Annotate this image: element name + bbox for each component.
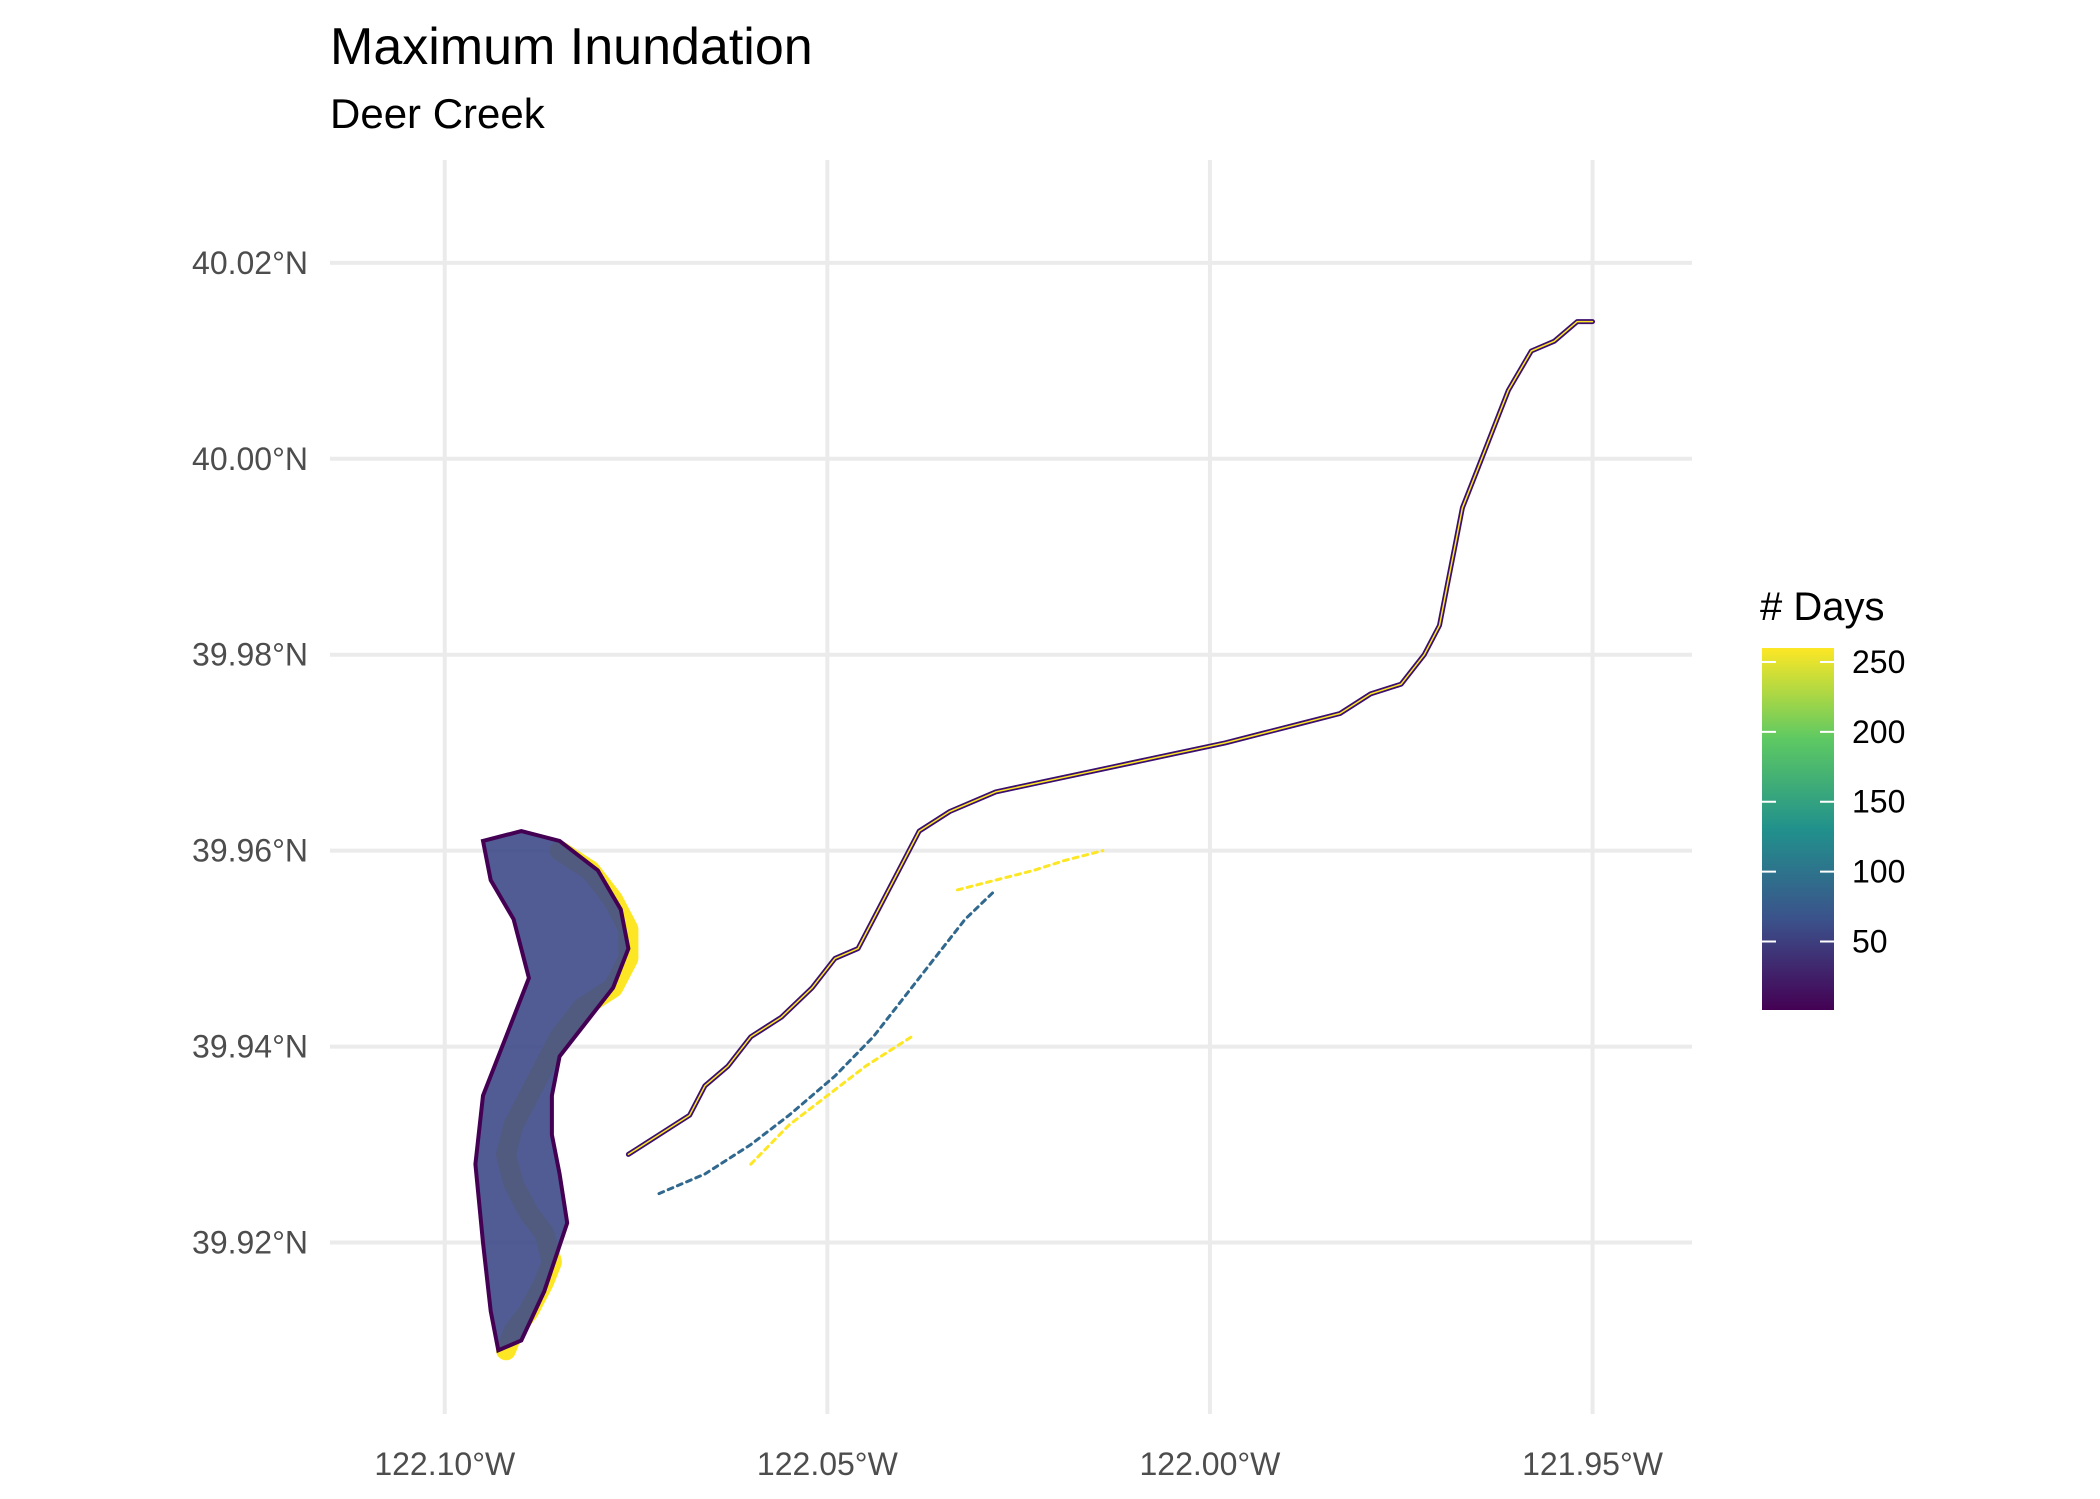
y-tick-label-6: 39.92°N [192,1225,308,1261]
y-tick-label-3: 39.98°N [192,637,308,673]
inundation-layer [473,319,1595,1361]
page-subtitle: Deer Creek [330,90,546,137]
x-tick-label-4: 121.95°W [1522,1446,1664,1482]
yellow-channel-north [955,849,1105,892]
y-tick-label-5: 39.94°N [192,1029,308,1065]
legend-label-250: 250 [1852,644,1905,680]
legend-ticks: 50 100 150 200 250 [1762,644,1905,960]
legend-title: # Days [1760,585,1885,629]
x-tick-label-1: 122.10°W [374,1446,516,1482]
y-tick-label-2: 40.00°N [192,441,308,477]
map-panel: 122.10°W 122.05°W 122.00°W 121.95°W 40.02°N 4… [192,160,1692,1482]
floodplain-fill [473,829,631,1354]
x-tick-label-2: 122.05°W [757,1446,899,1482]
page-title: Maximum Inundation [330,18,813,76]
legend-label-150: 150 [1852,784,1905,820]
legend-colorbar [1762,648,1834,1010]
x-tick-label-3: 122.00°W [1140,1446,1282,1482]
y-tick-label-4: 39.96°N [192,833,308,869]
legend-label-100: 100 [1852,854,1905,890]
yellow-channel-south [749,1035,913,1166]
legend-label-50: 50 [1852,924,1888,960]
axis-labels: 122.10°W 122.05°W 122.00°W 121.95°W 40.02°N 4… [192,245,1664,1482]
legend: # Days 50 100 150 200 250 [1760,585,1905,1010]
y-tick-label-1: 40.02°N [192,245,308,281]
grid-lines [330,160,1692,1414]
bypass-channel [657,888,998,1196]
main-channel-highlight [627,320,1594,1156]
main-channel [625,319,1595,1157]
legend-label-200: 200 [1852,714,1905,750]
